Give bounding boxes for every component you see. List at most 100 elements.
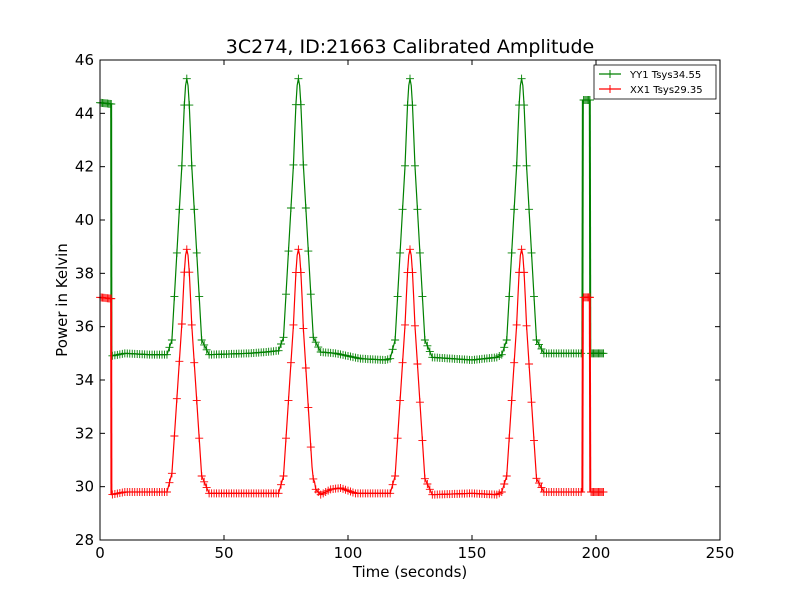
data-point (512, 320, 521, 329)
data-point (408, 101, 417, 110)
data-point (420, 474, 429, 483)
data-point (401, 161, 410, 170)
chart-title: 3C274, ID:21663 Calibrated Amplitude (226, 36, 594, 58)
data-point (532, 474, 541, 483)
data-point (525, 205, 534, 214)
data-point (299, 324, 308, 333)
data-point (162, 350, 171, 359)
data-point (406, 245, 414, 254)
data-point (279, 472, 288, 480)
data-point (537, 483, 546, 492)
data-point (522, 161, 531, 170)
y-tick-label-3: 34 (75, 371, 94, 389)
data-point (182, 245, 191, 254)
data-point (286, 358, 295, 367)
data-point (410, 321, 419, 330)
data-point (277, 480, 286, 489)
y-tick-label-8: 44 (75, 104, 94, 122)
x-tick-label-1: 50 (214, 544, 233, 562)
y-tick-label-2: 32 (75, 424, 94, 442)
data-point (304, 403, 313, 412)
data-point (505, 292, 514, 301)
data-point (192, 248, 201, 257)
data-point (418, 292, 427, 301)
data-point (197, 472, 206, 480)
y-tick-label-9: 46 (75, 51, 94, 69)
data-point (393, 434, 402, 443)
data-point (190, 358, 199, 367)
data-point (190, 205, 199, 214)
data-point (408, 268, 417, 277)
data-point (537, 344, 546, 353)
data-point (289, 160, 298, 169)
x-tick-label-4: 200 (582, 544, 611, 562)
data-point (510, 358, 519, 367)
data-point (309, 333, 318, 342)
data-point (425, 485, 434, 494)
data-point (299, 160, 308, 169)
data-point (167, 469, 176, 478)
data-point (599, 349, 608, 358)
data-point (306, 290, 315, 299)
data-point (396, 248, 405, 257)
data-point (413, 205, 422, 214)
data-point (195, 292, 204, 301)
series-markers-0 (96, 74, 608, 364)
data-point (279, 333, 288, 342)
legend: YY1 Tsys34.55 XX1 Tsys29.35 (593, 64, 717, 100)
data-point (599, 488, 608, 496)
data-point (202, 345, 211, 354)
data-point (530, 436, 538, 445)
data-point (172, 248, 181, 257)
data-point (311, 338, 320, 347)
data-point (502, 336, 511, 344)
y-tick-label-1: 30 (75, 478, 94, 496)
data-point (286, 204, 295, 212)
data-point (195, 434, 204, 443)
data-point (200, 477, 209, 486)
data-point (289, 320, 298, 329)
data-point (527, 398, 536, 407)
data-point (388, 480, 397, 489)
legend-label-1: XX1 Tsys29.35 (630, 85, 703, 96)
data-point (304, 247, 313, 256)
data-point (530, 292, 538, 301)
data-point (296, 268, 305, 277)
data-point (167, 336, 176, 344)
data-point (398, 358, 407, 367)
data-point (200, 340, 209, 349)
data-point (170, 432, 179, 440)
data-point (187, 161, 196, 170)
data-point (192, 396, 201, 405)
data-point (187, 320, 196, 329)
data-point (197, 336, 206, 344)
data-point (175, 205, 184, 214)
data-point (309, 474, 318, 483)
data-point (577, 349, 586, 358)
data-point (497, 350, 506, 359)
data-point (398, 205, 407, 214)
data-point (165, 343, 174, 352)
data-point (386, 489, 395, 498)
data-point (507, 248, 516, 257)
data-point (500, 480, 509, 488)
y-axis-label: Power in Kelvin (53, 243, 71, 357)
x-axis-label: Time (seconds) (352, 563, 468, 581)
data-point (165, 478, 174, 487)
data-point (401, 320, 410, 329)
y-tick-label-7: 42 (75, 158, 94, 176)
data-point (277, 340, 286, 348)
data-point (177, 320, 186, 328)
data-point (532, 336, 541, 344)
data-point (410, 161, 419, 170)
data-point (175, 357, 184, 366)
data-point (512, 161, 521, 170)
data-point (393, 292, 402, 301)
data-point (420, 336, 429, 344)
data-point (415, 248, 424, 257)
data-point (391, 472, 400, 480)
data-point (170, 292, 179, 301)
data-point (282, 434, 290, 443)
data-point (497, 488, 506, 496)
